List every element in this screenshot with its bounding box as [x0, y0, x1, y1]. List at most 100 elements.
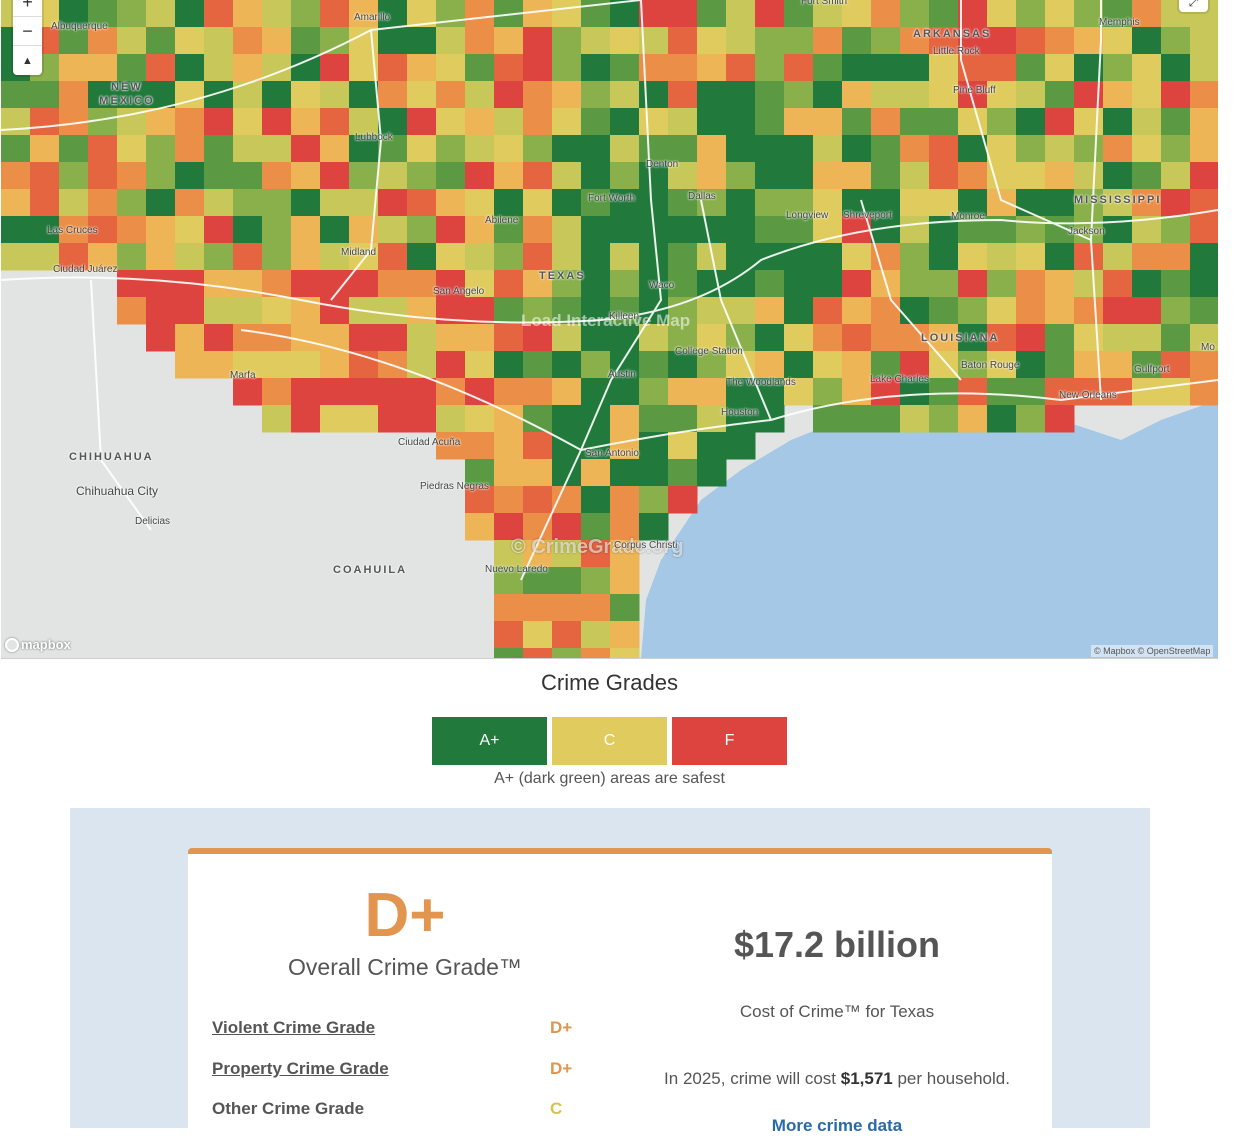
- load-interactive-map-link[interactable]: Load Interactive Map: [521, 311, 691, 330]
- county-cell: [523, 108, 553, 136]
- county-cell: [668, 135, 698, 163]
- county-cell: [842, 270, 872, 298]
- county-cell: [494, 567, 524, 595]
- county-cell: [929, 351, 959, 379]
- county-cell: [349, 270, 379, 298]
- county-cell: [1045, 351, 1075, 379]
- county-cell: [958, 108, 988, 136]
- county-cell: [1132, 27, 1162, 55]
- compass-button[interactable]: ▲: [22, 54, 33, 67]
- county-cell: [581, 486, 611, 514]
- county-cell: [523, 243, 553, 271]
- county-cell: [784, 216, 814, 244]
- county-cell: [958, 0, 988, 28]
- state-label: NEW MEXICO: [99, 81, 155, 107]
- county-cell: [1016, 108, 1046, 136]
- county-cell: [59, 216, 89, 244]
- county-cell: [175, 324, 205, 352]
- county-cell: [813, 297, 843, 325]
- county-cell: [842, 297, 872, 325]
- mapbox-logo[interactable]: mapbox: [5, 637, 71, 652]
- household-cost: In 2025, crime will cost $1,571 per hous…: [622, 1069, 1052, 1089]
- county-cell: [581, 567, 611, 595]
- county-cell: [639, 405, 669, 433]
- county-cell: [1103, 135, 1133, 163]
- county-cell: [900, 135, 930, 163]
- county-cell: [291, 0, 321, 28]
- county-cell: [523, 54, 553, 82]
- zoom-in-button[interactable]: +: [13, 0, 42, 17]
- county-cell: [610, 135, 640, 163]
- county-cell: [1103, 108, 1133, 136]
- county-cell: [436, 324, 466, 352]
- county-cell: [610, 0, 640, 28]
- county-cell: [407, 162, 437, 190]
- county-cell: [755, 81, 785, 109]
- county-cell: [842, 0, 872, 28]
- county-cell: [1103, 216, 1133, 244]
- city-label: Albuquerque: [51, 21, 108, 32]
- county-cell: [784, 162, 814, 190]
- county-cell: [523, 594, 553, 622]
- county-cell: [175, 243, 205, 271]
- county-cell: [929, 270, 959, 298]
- county-cell: [552, 513, 582, 541]
- county-cell: [88, 162, 118, 190]
- county-cell: [1132, 270, 1162, 298]
- county-cell: [929, 405, 959, 433]
- county-cell: [1074, 0, 1104, 28]
- city-label: Monroe: [951, 211, 985, 222]
- county-cell: [987, 351, 1017, 379]
- legend-title: Crime Grades: [541, 670, 678, 695]
- county-cell: [668, 108, 698, 136]
- county-cell: [581, 81, 611, 109]
- county-cell: [175, 135, 205, 163]
- county-cell: [378, 243, 408, 271]
- county-cell: [523, 162, 553, 190]
- county-cell: [233, 0, 263, 28]
- county-cell: [842, 162, 872, 190]
- county-cell: [1132, 54, 1162, 82]
- county-cell: [1016, 27, 1046, 55]
- county-cell: [233, 162, 263, 190]
- county-cell: [204, 297, 234, 325]
- county-cell: [552, 567, 582, 595]
- county-cell: [871, 297, 901, 325]
- county-cell: [1, 216, 31, 244]
- zoom-out-button[interactable]: −: [13, 17, 42, 46]
- city-label: Lubbock: [355, 132, 393, 143]
- county-cell: [639, 378, 669, 406]
- county-cell: [262, 108, 292, 136]
- county-cell: [784, 378, 814, 406]
- county-cell: [204, 189, 234, 217]
- county-cell: [59, 162, 89, 190]
- county-cell: [813, 189, 843, 217]
- county-cell: [552, 324, 582, 352]
- county-cell: [610, 162, 640, 190]
- violent-crime-link[interactable]: Violent Crime Grade: [212, 1018, 376, 1037]
- county-cell: [610, 324, 640, 352]
- county-cell: [117, 297, 147, 325]
- county-cell: [204, 135, 234, 163]
- county-cell: [320, 189, 350, 217]
- county-cell: [610, 54, 640, 82]
- county-cell: [639, 189, 669, 217]
- county-cell: [1, 81, 31, 109]
- county-cell: [668, 189, 698, 217]
- fullscreen-button[interactable]: ⤢: [1179, 0, 1208, 12]
- county-cell: [813, 324, 843, 352]
- county-cell: [1161, 351, 1191, 379]
- crime-map[interactable]: Load Interactive Map © CrimeGrade.org NE…: [1, 0, 1218, 659]
- map-attribution[interactable]: © Mapbox © OpenStreetMap: [1091, 645, 1214, 657]
- county-cell: [958, 378, 988, 406]
- property-crime-link[interactable]: Property Crime Grade: [212, 1059, 389, 1078]
- city-label: Killeen: [609, 311, 640, 322]
- legend-note: A+ (dark green) areas are safest: [494, 770, 725, 787]
- city-label: Delicias: [135, 516, 171, 527]
- more-crime-data-link[interactable]: More crime data: [771, 1116, 903, 1135]
- county-cell: [204, 81, 234, 109]
- county-cell: [146, 243, 176, 271]
- county-cell: [1016, 378, 1046, 406]
- county-cell: [30, 162, 60, 190]
- county-cell: [30, 81, 60, 109]
